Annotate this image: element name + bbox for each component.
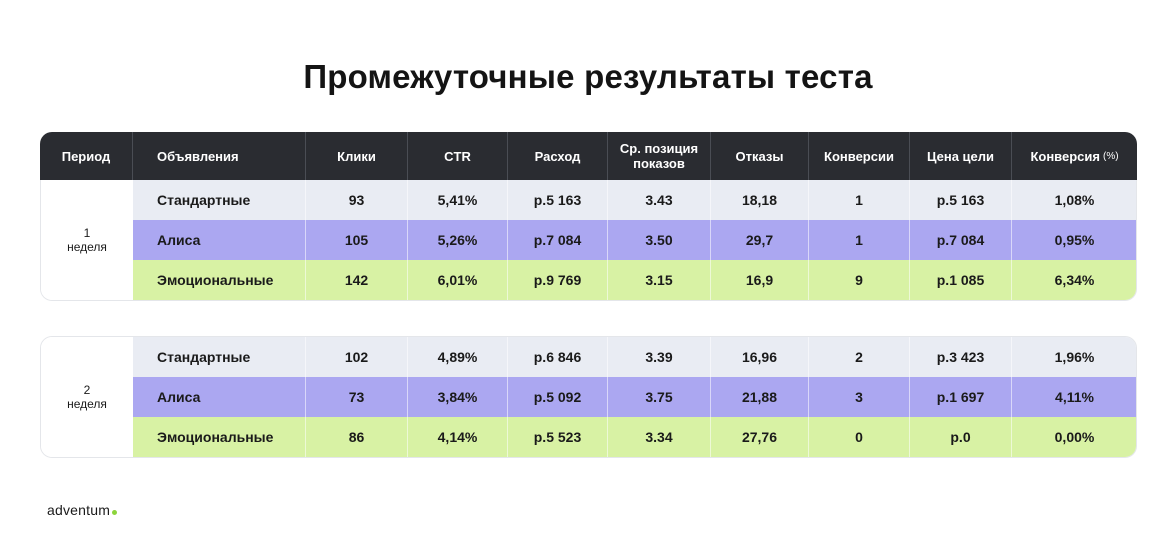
week-2-block: 2 неделя Стандартные 102 4,89% р.6 846 3… xyxy=(40,336,1137,458)
cell-clicks: 102 xyxy=(306,337,408,377)
week-1-block: 1 неделя Стандартные 93 5,41% р.5 163 3.… xyxy=(40,180,1137,301)
header-conversion-rate: Конверсия (%) xyxy=(1012,132,1137,180)
cell-position: 3.75 xyxy=(608,377,711,417)
cell-spend: р.5 092 xyxy=(508,377,608,417)
cell-goal-price: р.7 084 xyxy=(910,220,1012,260)
cell-ctr: 3,84% xyxy=(408,377,508,417)
header-goal-price: Цена цели xyxy=(910,132,1012,180)
cell-ad-name: Эмоциональные xyxy=(133,260,306,300)
table-header-row: Период Объявления Клики CTR Расход Ср. п… xyxy=(40,132,1137,180)
cell-goal-price: р.1 697 xyxy=(910,377,1012,417)
cell-clicks: 93 xyxy=(306,180,408,220)
table-row-emotional: Эмоциональные 86 4,14% р.5 523 3.34 27,7… xyxy=(133,417,1136,457)
table-row-emotional: Эмоциональные 142 6,01% р.9 769 3.15 16,… xyxy=(133,260,1136,300)
cell-spend: р.7 084 xyxy=(508,220,608,260)
table-row-alisa: Алиса 105 5,26% р.7 084 3.50 29,7 1 р.7 … xyxy=(133,220,1136,260)
cell-ctr: 5,26% xyxy=(408,220,508,260)
cell-bounces: 27,76 xyxy=(711,417,809,457)
logo-text: adventum xyxy=(47,502,111,518)
header-clicks: Клики xyxy=(306,132,408,180)
period-label: неделя xyxy=(67,397,107,411)
header-ctr: CTR xyxy=(408,132,508,180)
cell-conversions: 3 xyxy=(809,377,910,417)
cell-bounces: 18,18 xyxy=(711,180,809,220)
results-table-week-2: 2 неделя Стандартные 102 4,89% р.6 846 3… xyxy=(40,336,1137,458)
cell-ad-name: Алиса xyxy=(133,220,306,260)
cell-goal-price: р.1 085 xyxy=(910,260,1012,300)
period-label: неделя xyxy=(67,240,107,254)
header-conversion-rate-unit: (%) xyxy=(1102,150,1119,162)
cell-ad-name: Эмоциональные xyxy=(133,417,306,457)
cell-conversion-rate: 0,00% xyxy=(1054,429,1095,445)
results-table-week-1: Период Объявления Клики CTR Расход Ср. п… xyxy=(40,132,1137,301)
cell-bounces: 29,7 xyxy=(711,220,809,260)
cell-conversions: 1 xyxy=(809,220,910,260)
cell-conversions: 2 xyxy=(809,337,910,377)
logo-dot-icon xyxy=(112,510,118,515)
page-title: Промежуточные результаты теста xyxy=(303,58,873,95)
header-avg-position-line2: показов xyxy=(633,156,685,171)
cell-conversion-rate: 1,96% xyxy=(1054,349,1095,365)
cell-spend: р.5 163 xyxy=(508,180,608,220)
header-conversion-rate-label: Конверсия xyxy=(1030,148,1100,164)
cell-position: 3.15 xyxy=(608,260,711,300)
table-row-standard: Стандартные 93 5,41% р.5 163 3.43 18,18 … xyxy=(133,180,1136,220)
cell-ctr: 5,41% xyxy=(408,180,508,220)
cell-ad-name: Стандартные xyxy=(133,337,306,377)
brand-logo: adventum xyxy=(47,502,118,518)
cell-position: 3.50 xyxy=(608,220,711,260)
cell-bounces: 16,96 xyxy=(711,337,809,377)
cell-conversion-rate: 4,11% xyxy=(1055,389,1094,405)
cell-ad-name: Стандартные xyxy=(133,180,306,220)
header-ads: Объявления xyxy=(133,132,306,180)
cell-conversion-rate: 0,95% xyxy=(1054,232,1095,248)
cell-ctr: 4,14% xyxy=(408,417,508,457)
cell-goal-price: р.3 423 xyxy=(910,337,1012,377)
cell-clicks: 86 xyxy=(306,417,408,457)
header-spend: Расход xyxy=(508,132,608,180)
cell-spend: р.9 769 xyxy=(508,260,608,300)
cell-position: 3.43 xyxy=(608,180,711,220)
cell-position: 3.39 xyxy=(608,337,711,377)
header-conversions: Конверсии xyxy=(809,132,910,180)
cell-conversion-rate: 1,08% xyxy=(1054,192,1095,208)
cell-conversion-rate: 6,34% xyxy=(1054,272,1095,288)
cell-conversions: 0 xyxy=(809,417,910,457)
cell-spend: р.5 523 xyxy=(508,417,608,457)
cell-bounces: 21,88 xyxy=(711,377,809,417)
table-row-alisa: Алиса 73 3,84% р.5 092 3.75 21,88 3 р.1 … xyxy=(133,377,1136,417)
cell-ctr: 4,89% xyxy=(408,337,508,377)
cell-conversions: 1 xyxy=(809,180,910,220)
cell-ctr: 6,01% xyxy=(408,260,508,300)
cell-bounces: 16,9 xyxy=(711,260,809,300)
cell-spend: р.6 846 xyxy=(508,337,608,377)
table-row-standard: Стандартные 102 4,89% р.6 846 3.39 16,96… xyxy=(133,337,1136,377)
period-number: 1 xyxy=(83,226,91,240)
period-cell-week-2: 2 неделя xyxy=(41,337,133,457)
header-avg-position-line1: Ср. позиция xyxy=(619,141,699,156)
header-bounces: Отказы xyxy=(711,132,809,180)
cell-goal-price: р.5 163 xyxy=(910,180,1012,220)
header-avg-position: Ср. позиция показов xyxy=(608,132,711,180)
period-number: 2 xyxy=(83,383,91,397)
cell-position: 3.34 xyxy=(608,417,711,457)
cell-clicks: 73 xyxy=(306,377,408,417)
cell-goal-price: р.0 xyxy=(910,417,1012,457)
cell-conversions: 9 xyxy=(809,260,910,300)
header-period: Период xyxy=(40,132,133,180)
period-cell-week-1: 1 неделя xyxy=(41,180,133,300)
cell-clicks: 105 xyxy=(306,220,408,260)
cell-ad-name: Алиса xyxy=(133,377,306,417)
cell-clicks: 142 xyxy=(306,260,408,300)
